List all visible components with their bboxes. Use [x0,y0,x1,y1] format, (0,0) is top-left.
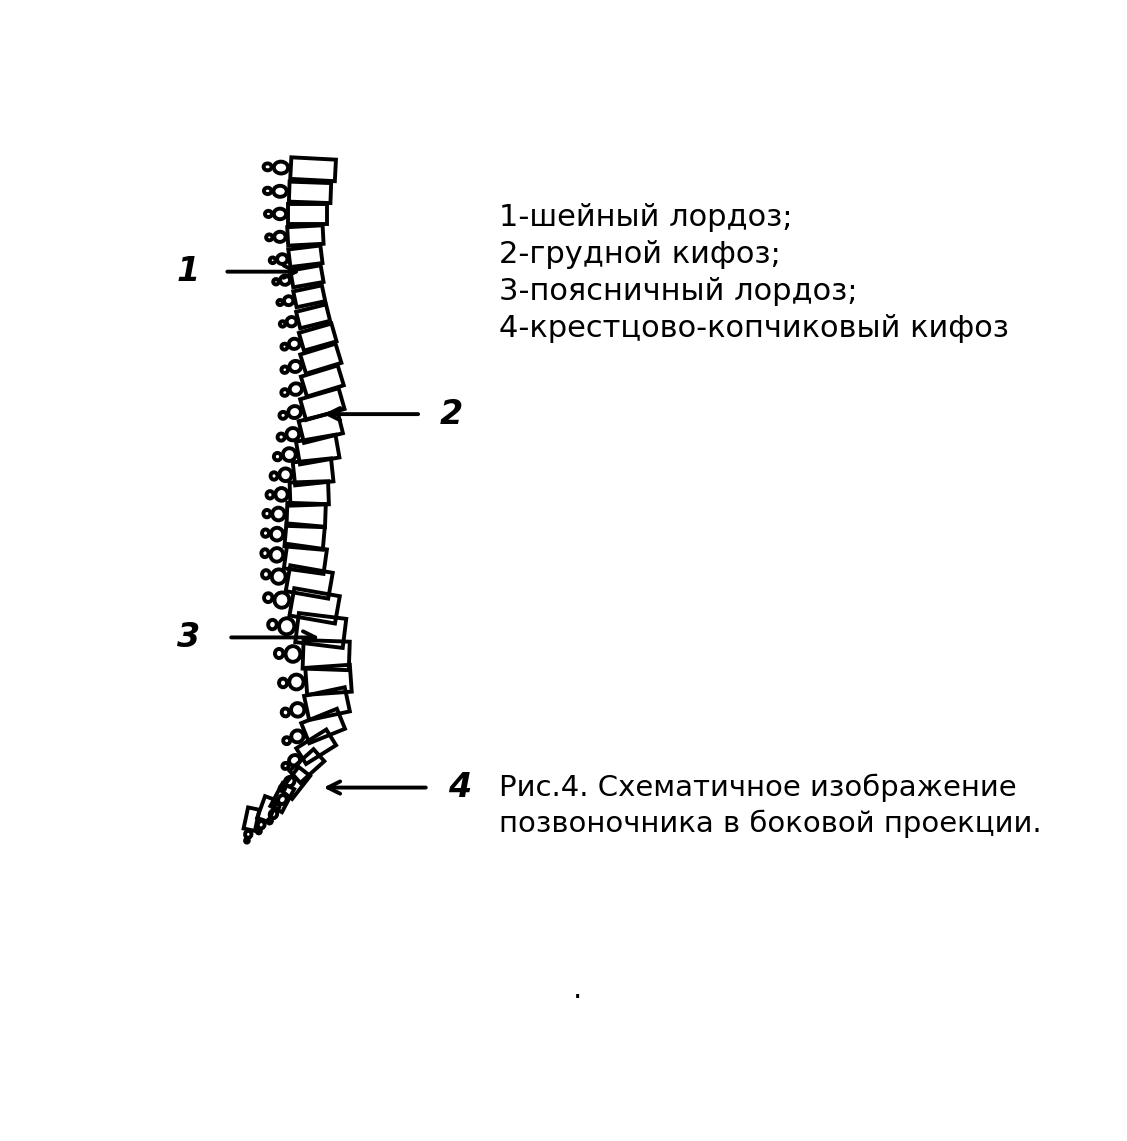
Text: 3-поясничный лордоз;: 3-поясничный лордоз; [499,277,858,306]
Text: Рис.4. Схематичное изображение: Рис.4. Схематичное изображение [499,774,1017,802]
Text: позвоночника в боковой проекции.: позвоночника в боковой проекции. [499,810,1042,837]
Text: 2: 2 [440,397,463,430]
Text: .: . [573,976,582,1004]
Text: 1-шейный лордоз;: 1-шейный лордоз; [499,203,793,233]
Text: 2-грудной кифоз;: 2-грудной кифоз; [499,241,781,269]
Text: 3: 3 [177,621,199,654]
Text: 4: 4 [447,771,471,804]
Text: 1: 1 [177,256,199,289]
Text: 4-крестцово-копчиковый кифоз: 4-крестцово-копчиковый кифоз [499,314,1010,343]
